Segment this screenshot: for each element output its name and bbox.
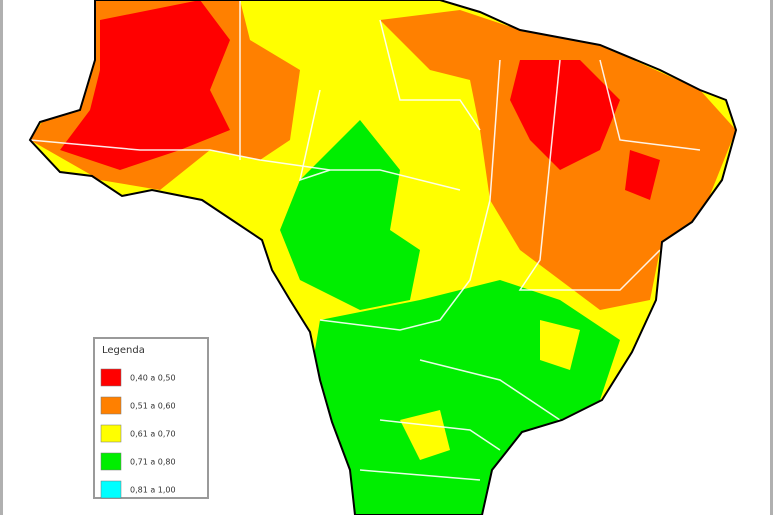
legend-swatch	[100, 452, 122, 471]
region-green-south	[310, 280, 620, 515]
region-red-ne	[510, 60, 660, 200]
legend-title: Legenda	[102, 345, 145, 356]
legend-swatch	[100, 480, 122, 499]
state-borders	[30, 0, 701, 481]
legend-swatch	[100, 396, 122, 415]
legend-label: 0,71 a 0,80	[130, 458, 176, 467]
legend-label: 0,61 a 0,70	[130, 430, 176, 439]
legend-box	[93, 337, 209, 499]
legend-label: 0,51 a 0,60	[130, 402, 176, 411]
legend: Legenda 0,40 a 0,50 0,51 a 0,60 0,61 a 0,7…	[93, 337, 209, 499]
legend-swatch	[100, 424, 122, 443]
country-outline	[28, 0, 738, 515]
legend-label: 0,40 a 0,50	[130, 374, 176, 383]
region-red-nw	[60, 0, 230, 170]
legend-label: 0,81 a 1,00	[130, 486, 176, 495]
region-yellow-spots	[400, 320, 580, 460]
legend-swatch	[100, 368, 122, 387]
